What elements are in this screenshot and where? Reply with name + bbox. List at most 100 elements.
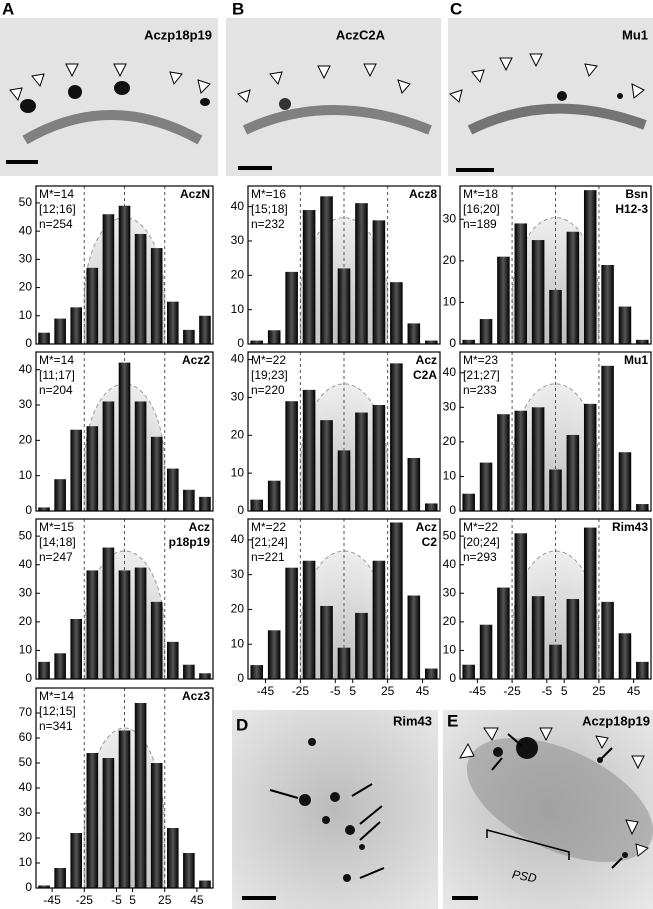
y-tick-label: 0	[25, 336, 32, 350]
y-tick-label: 20	[231, 427, 245, 441]
x-tick-label: 45	[190, 893, 204, 907]
y-tick-label: 10	[443, 643, 457, 657]
y-tick-label: 20	[19, 433, 33, 447]
bar	[134, 233, 147, 344]
bar	[150, 248, 163, 344]
stat-text: M*=14	[39, 689, 74, 703]
bar	[70, 307, 83, 344]
bar	[601, 601, 614, 679]
stat-text: n=247	[39, 550, 73, 564]
bar	[54, 653, 66, 679]
x-tick-label: -25	[503, 684, 521, 698]
x-tick-label: 45	[627, 684, 641, 698]
bar	[618, 452, 632, 511]
stat-text: M*=18	[463, 187, 498, 201]
x-tick-label: 5	[129, 893, 136, 907]
histogram-label: Acz3	[182, 689, 210, 703]
y-tick-label: 30	[19, 252, 33, 266]
bar	[267, 630, 281, 679]
y-tick-label: 50	[443, 528, 457, 542]
bar	[70, 619, 83, 679]
micrograph-e	[443, 710, 653, 909]
plot-frame	[247, 185, 441, 345]
bar	[183, 329, 195, 344]
bar	[531, 596, 545, 679]
bar	[199, 673, 211, 679]
histogram-label: H12-3	[615, 202, 648, 216]
x-tick-label: 25	[381, 684, 395, 698]
histogram-label: Acz	[416, 520, 437, 534]
bar	[583, 527, 597, 679]
y-tick-label: 30	[231, 390, 245, 404]
stat-text: [14;18]	[39, 535, 76, 549]
panel-letter: B	[232, 0, 244, 18]
y-tick-label: 40	[231, 352, 245, 366]
y-tick-label: 30	[19, 585, 33, 599]
plot-frame	[459, 185, 652, 345]
histogram-label: Acz	[416, 353, 437, 367]
stat-text: M*=22	[251, 520, 286, 534]
bar	[38, 661, 50, 679]
x-tick-label: 25	[158, 893, 172, 907]
stat-text: n=232	[251, 217, 285, 231]
bar	[583, 403, 597, 511]
bar	[134, 567, 147, 679]
bar	[102, 214, 115, 344]
bar	[150, 601, 163, 679]
plot-frame	[35, 185, 214, 345]
bar	[479, 462, 493, 511]
stat-text: [12;16]	[39, 202, 76, 216]
x-tick-label: -5	[541, 684, 552, 698]
histogram-label: Rim43	[612, 520, 648, 534]
y-tick-label: 10	[231, 636, 245, 650]
y-tick-label: 10	[231, 465, 245, 479]
stat-text: n=293	[463, 550, 497, 564]
image-label: Rim43	[393, 713, 432, 728]
stat-text: n=189	[463, 217, 497, 231]
bar	[372, 560, 386, 679]
image-label: Mu1	[622, 27, 648, 42]
bar	[424, 503, 438, 511]
y-tick-label: 20	[443, 434, 457, 448]
plot-frame	[459, 351, 652, 512]
y-tick-label: 60	[19, 730, 33, 744]
plot-frame	[459, 518, 652, 680]
y-tick-label: 40	[19, 557, 33, 571]
y-tick-label: 30	[443, 211, 457, 225]
micrograph-b	[226, 18, 441, 176]
bar	[86, 570, 99, 679]
bar	[531, 407, 545, 511]
bar	[566, 231, 580, 344]
bar	[497, 256, 510, 344]
x-tick-label: -45	[257, 684, 275, 698]
bar	[134, 401, 147, 511]
bar	[285, 567, 298, 679]
panel-letter: A	[2, 0, 14, 18]
y-tick-label: 20	[19, 280, 33, 294]
y-tick-label: 0	[25, 880, 32, 894]
panel-letter: C	[450, 0, 462, 18]
bar	[199, 496, 211, 511]
bar	[320, 196, 333, 344]
bar	[372, 405, 386, 511]
bar	[424, 668, 438, 679]
y-tick-label: 10	[231, 302, 245, 316]
y-tick-label: 0	[237, 503, 244, 517]
image-label: Aczp18p19	[582, 713, 650, 728]
y-tick-label: 20	[443, 614, 457, 628]
stat-text: [21;27]	[463, 368, 500, 382]
stat-text: M*=23	[463, 353, 498, 367]
histogram-label: AczN	[180, 187, 210, 201]
stat-text: M*=14	[39, 187, 74, 201]
bar	[514, 223, 528, 344]
stat-text: n=254	[39, 217, 73, 231]
bar	[479, 624, 493, 679]
bar	[38, 885, 50, 888]
bar	[514, 533, 528, 679]
bar	[183, 853, 195, 888]
bar	[636, 661, 649, 679]
bar	[549, 289, 562, 344]
y-tick-label: 40	[19, 362, 33, 376]
bar	[407, 323, 421, 344]
y-tick-label: 30	[231, 567, 245, 581]
